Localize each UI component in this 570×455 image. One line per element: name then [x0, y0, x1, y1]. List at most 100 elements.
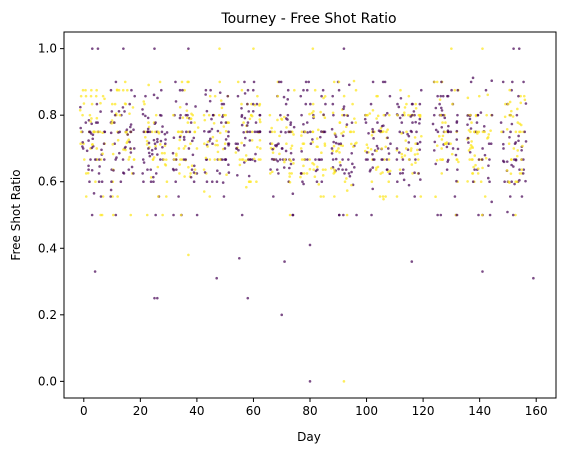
data-point: [280, 118, 284, 121]
data-point: [300, 134, 303, 137]
data-point: [144, 94, 147, 98]
data-point: [99, 101, 102, 105]
data-point: [436, 94, 439, 98]
data-point: [289, 130, 292, 134]
data-point: [396, 102, 399, 106]
data-point: [215, 180, 219, 184]
data-point: [128, 155, 131, 159]
data-point: [400, 121, 404, 124]
data-point: [317, 183, 321, 186]
data-point: [444, 142, 448, 145]
data-point: [286, 113, 290, 117]
data-point: [469, 113, 472, 117]
data-point: [442, 113, 445, 117]
data-point: [101, 152, 104, 155]
data-point: [338, 121, 342, 124]
data-point: [89, 94, 93, 98]
data-point: [268, 130, 272, 134]
data-point: [189, 172, 192, 175]
data-point: [238, 158, 242, 161]
data-point: [477, 94, 481, 98]
data-point: [457, 160, 460, 164]
data-point: [151, 158, 155, 161]
data-point: [518, 168, 521, 171]
data-point: [285, 142, 288, 145]
data-point: [487, 142, 491, 145]
data-point: [477, 158, 481, 161]
data-point: [305, 172, 309, 175]
data-point: [302, 88, 305, 92]
data-point: [455, 213, 459, 217]
data-point: [369, 147, 373, 151]
data-point: [322, 96, 325, 100]
data-point: [302, 172, 306, 175]
data-point: [379, 129, 383, 133]
data-point: [441, 121, 444, 124]
data-point: [376, 114, 380, 118]
data-point: [94, 94, 98, 98]
data-point: [401, 158, 405, 161]
data-point: [345, 213, 349, 217]
data-point: [141, 158, 145, 161]
data-point: [79, 142, 82, 145]
data-point: [156, 165, 160, 169]
data-point: [223, 147, 227, 150]
data-point: [344, 168, 348, 171]
data-point: [90, 122, 93, 126]
data-point: [184, 144, 187, 148]
data-point: [439, 106, 443, 110]
data-point: [113, 121, 116, 124]
data-point: [350, 183, 353, 187]
data-point: [156, 96, 159, 100]
data-point: [479, 111, 483, 114]
data-point: [81, 141, 84, 144]
data-point: [162, 158, 166, 161]
data-point: [323, 116, 327, 120]
data-point: [129, 213, 133, 217]
data-point: [154, 144, 157, 148]
data-point: [471, 172, 475, 175]
data-point: [312, 115, 316, 119]
data-point: [288, 175, 292, 178]
data-point: [89, 158, 92, 161]
data-point: [225, 173, 228, 177]
data-point: [404, 139, 408, 142]
data-point: [407, 134, 411, 138]
data-point: [299, 147, 303, 150]
data-point: [311, 138, 314, 141]
data-point: [399, 96, 403, 100]
data-point: [440, 125, 444, 129]
data-point: [103, 158, 106, 161]
data-point: [227, 142, 231, 145]
data-point: [227, 171, 231, 174]
data-point: [109, 88, 113, 92]
data-point: [451, 102, 454, 106]
data-point: [306, 158, 309, 161]
data-point: [337, 142, 341, 146]
data-point: [313, 88, 317, 92]
data-point: [187, 147, 191, 150]
data-point: [257, 130, 260, 134]
data-point: [376, 121, 379, 124]
data-point: [178, 105, 182, 109]
data-point: [122, 47, 125, 50]
data-point: [324, 102, 327, 106]
data-point: [410, 163, 414, 166]
data-point: [245, 124, 249, 127]
data-point: [252, 47, 255, 50]
data-point: [275, 144, 278, 148]
data-point: [154, 121, 157, 124]
data-point: [300, 113, 303, 117]
data-point: [523, 130, 527, 134]
data-point: [174, 158, 178, 161]
data-point: [334, 141, 338, 145]
x-tick-label: 0: [80, 404, 88, 418]
data-point: [204, 88, 208, 92]
data-point: [475, 130, 479, 134]
data-point: [515, 154, 519, 158]
data-point: [474, 113, 478, 117]
data-point: [256, 94, 259, 98]
data-point: [337, 80, 341, 84]
data-point: [315, 180, 319, 184]
data-point: [219, 99, 223, 102]
